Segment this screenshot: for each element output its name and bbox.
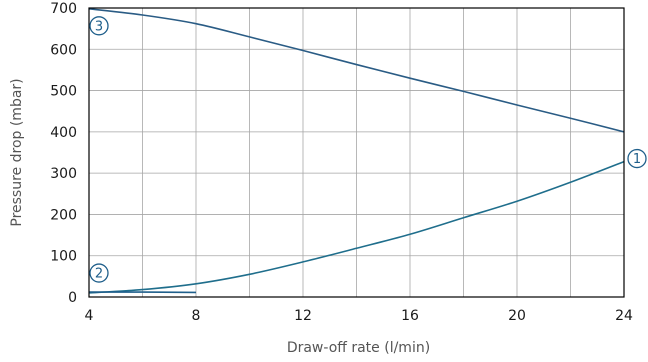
- plot-frame: [88, 7, 625, 298]
- tick-labels: 4 8 12 16 20 24 0 100 200 300 400 500 600 700: [50, 1, 633, 324]
- series-line-3: [88, 8, 625, 133]
- series-markers: 1 2 3: [89, 16, 647, 283]
- marker-number: 3: [95, 19, 103, 34]
- y-tick-label: 400: [50, 125, 77, 141]
- y-axis-label: Pressure drop (mbar): [9, 78, 25, 226]
- series-lines: [88, 8, 625, 294]
- series-marker-1: 1: [627, 148, 647, 169]
- y-tick-label: 300: [50, 166, 77, 182]
- x-tick-label: 24: [615, 308, 633, 324]
- series-line-1: [88, 160, 625, 294]
- x-tick-label: 12: [294, 308, 312, 324]
- y-tick-label: 600: [50, 42, 77, 58]
- grid: [88, 7, 625, 298]
- marker-circle: [627, 148, 647, 169]
- x-tick-label: 20: [508, 308, 526, 324]
- x-tick-label: 4: [85, 308, 94, 324]
- y-tick-label: 700: [50, 1, 77, 17]
- series-marker-3: 3: [89, 16, 109, 36]
- x-tick-label: 8: [192, 308, 201, 324]
- x-axis-label: Draw-off rate (l/min): [287, 340, 430, 356]
- y-tick-label: 500: [50, 84, 77, 100]
- marker-number: 2: [95, 267, 103, 282]
- marker-number: 1: [633, 152, 641, 167]
- x-tick-label: 16: [401, 308, 419, 324]
- marker-circle: [89, 16, 109, 36]
- y-tick-label: 0: [68, 290, 77, 306]
- y-tick-label: 100: [50, 249, 77, 265]
- y-tick-label: 200: [50, 207, 77, 223]
- series-marker-2: 2: [89, 263, 109, 283]
- marker-circle: [89, 263, 109, 283]
